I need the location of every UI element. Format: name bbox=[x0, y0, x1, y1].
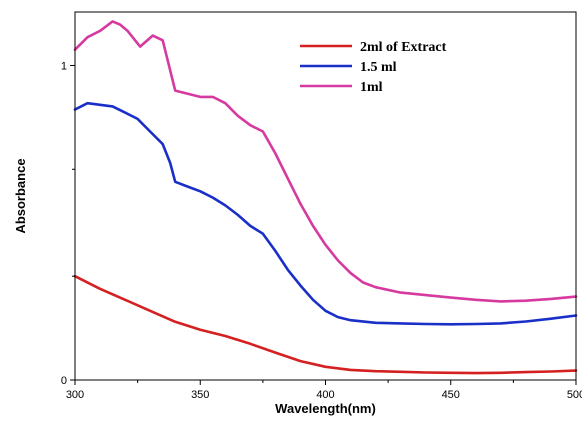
x-axis-title: Wavelength(nm) bbox=[275, 401, 376, 416]
series-line-2 bbox=[73, 101, 578, 326]
x-tick-label: 450 bbox=[442, 389, 460, 401]
x-tick-label: 500 bbox=[567, 389, 582, 401]
x-axis-ticks: 300 350 400 450 500 bbox=[66, 380, 582, 401]
series-line-1 bbox=[73, 274, 578, 375]
y-tick-label: 1 bbox=[61, 60, 67, 72]
legend-label-3: 1ml bbox=[360, 80, 383, 95]
x-tick-label: 300 bbox=[66, 389, 84, 401]
y-tick-label: 0 bbox=[61, 375, 67, 387]
legend-label-2: 1.5 ml bbox=[360, 60, 397, 75]
series-line-3 bbox=[73, 20, 578, 303]
series-lines bbox=[73, 20, 578, 375]
y-axis-ticks: 01 bbox=[61, 60, 75, 387]
legend-label-1: 2ml of Extract bbox=[360, 40, 447, 55]
y-axis-title: Absorbance bbox=[13, 158, 28, 233]
x-tick-label: 400 bbox=[316, 389, 334, 401]
legend: 2ml of Extract 1.5 ml 1ml bbox=[300, 40, 447, 95]
x-tick-label: 350 bbox=[191, 389, 209, 401]
